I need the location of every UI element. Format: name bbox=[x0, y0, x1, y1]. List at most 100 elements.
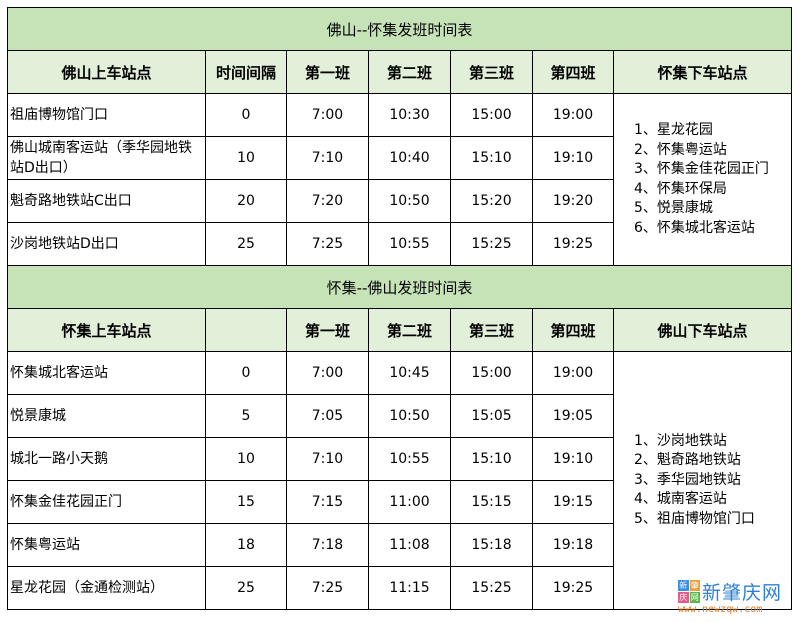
time-cell: 15:20 bbox=[450, 179, 533, 223]
drop-off-station: 1、沙岗地铁站 bbox=[634, 432, 727, 449]
station-cell: 怀集城北客运站 bbox=[7, 351, 206, 395]
column-header: 第三班 bbox=[450, 308, 533, 352]
time-cell: 10:55 bbox=[368, 437, 451, 481]
table-row: 祖庙博物馆门口 0 7:00 10:30 15:00 19:00 1、星龙花园 2、怀集粤运站… bbox=[7, 93, 793, 266]
time-cell: 19:25 bbox=[532, 566, 614, 610]
time-cell: 10:50 bbox=[368, 394, 451, 438]
drop-off-stations: 1、沙岗地铁站 2、魁奇路地铁站 3、季华园地铁站 4、城南客运站 5、祖庙博物馆门口 bbox=[612, 351, 793, 610]
time-cell: 10 bbox=[205, 437, 287, 481]
drop-off-station: 1、星龙花园 bbox=[634, 122, 713, 138]
drop-off-station: 2、魁奇路地铁站 bbox=[634, 452, 741, 469]
time-cell: 11:15 bbox=[368, 566, 451, 610]
time-cell: 11:00 bbox=[368, 480, 451, 524]
time-cell: 10:40 bbox=[368, 136, 451, 180]
column-header: 第四班 bbox=[532, 308, 614, 352]
time-cell: 0 bbox=[205, 93, 287, 137]
time-cell: 10:50 bbox=[368, 179, 451, 223]
column-header: 第二班 bbox=[368, 50, 451, 94]
time-cell: 11:08 bbox=[368, 523, 451, 567]
drop-off-station: 3、怀集金佳花园正门 bbox=[634, 161, 769, 177]
time-cell: 7:15 bbox=[286, 480, 369, 524]
station-cell: 星龙花园（金通检测站） bbox=[7, 566, 206, 610]
time-cell: 19:00 bbox=[532, 351, 614, 395]
column-header: 佛山上车站点 bbox=[7, 50, 206, 94]
station-cell: 怀集金佳花园正门 bbox=[7, 480, 206, 524]
time-cell: 5 bbox=[205, 394, 287, 438]
column-header: 第三班 bbox=[450, 50, 533, 94]
time-cell: 15:00 bbox=[450, 351, 533, 395]
column-header: 第一班 bbox=[286, 308, 369, 352]
station-cell: 悦景康城 bbox=[7, 394, 206, 438]
drop-off-station: 4、怀集环保局 bbox=[634, 180, 727, 197]
time-cell: 7:18 bbox=[286, 523, 369, 567]
table-row: 怀集粤运站 18 7:18 11:08 15:18 19:18 bbox=[7, 523, 792, 567]
drop-off-station: 3、季华园地铁站 bbox=[634, 471, 741, 488]
time-cell: 10:30 bbox=[368, 93, 451, 137]
time-cell: 15:25 bbox=[450, 222, 533, 266]
watermark-logo: 新肇庆网 新肇庆网 www.newzqw.com bbox=[678, 578, 793, 618]
station-cell: 怀集粤运站 bbox=[7, 523, 206, 567]
time-cell: 10:45 bbox=[368, 351, 451, 395]
time-cell: 15 bbox=[205, 480, 287, 524]
header-row: 佛山上车站点 时间间隔 第一班 第二班 第三班 第四班 怀集下车站点 bbox=[7, 50, 793, 94]
time-cell: 15:15 bbox=[450, 480, 533, 524]
column-header bbox=[205, 308, 287, 352]
column-header: 时间间隔 bbox=[205, 50, 287, 94]
time-cell: 18 bbox=[205, 523, 287, 567]
watermark-name: 新肇庆网 bbox=[702, 582, 783, 604]
station-cell: 城北一路小天鹅 bbox=[7, 437, 206, 481]
watermark-url: www.newzqw.com bbox=[678, 604, 763, 615]
time-cell: 19:25 bbox=[532, 222, 614, 266]
time-cell: 0 bbox=[205, 351, 287, 395]
time-cell: 19:05 bbox=[532, 394, 614, 438]
table-row: 城北一路小天鹅 10 7:10 10:55 15:10 19:10 bbox=[7, 437, 792, 481]
table-title: 怀集--佛山发班时间表 bbox=[6, 265, 793, 309]
table-title-row: 怀集--佛山发班时间表 bbox=[6, 265, 793, 309]
station-cell: 魁奇路地铁站C出口 bbox=[7, 179, 206, 223]
schedule-table: 佛山--怀集发班时间表 佛山上车站点 时间间隔 第一班 第二班 第三班 第四班 怀集下车站点祖… bbox=[6, 7, 793, 610]
time-cell: 7:00 bbox=[286, 351, 369, 395]
time-cell: 15:18 bbox=[450, 523, 533, 567]
column-header: 怀集上车站点 bbox=[7, 308, 206, 352]
table-row: 怀集城北客运站 0 7:00 10:45 15:00 19:00 1、沙岗地铁站 2、魁奇路地… bbox=[7, 351, 793, 610]
header-row: 怀集上车站点 第一班 第二班 第三班 第四班 佛山下车站点 bbox=[7, 308, 793, 352]
time-cell: 15:25 bbox=[450, 566, 533, 610]
time-cell: 7:10 bbox=[286, 437, 369, 481]
time-cell: 7:00 bbox=[286, 93, 369, 137]
station-cell: 佛山城南客运站（季华园地铁站D出口） bbox=[7, 136, 206, 180]
drop-off-station: 5、祖庙博物馆门口 bbox=[634, 510, 755, 527]
drop-off-station: 2、怀集粤运站 bbox=[634, 141, 727, 158]
column-header: 第四班 bbox=[532, 50, 614, 94]
drop-off-station: 4、城南客运站 bbox=[634, 491, 727, 508]
table-title: 佛山--怀集发班时间表 bbox=[6, 7, 793, 51]
drop-off-station: 5、悦景康城 bbox=[634, 200, 713, 216]
drop-off-station: 6、怀集城北客运站 bbox=[634, 219, 755, 236]
time-cell: 19:20 bbox=[532, 179, 614, 223]
time-cell: 7:25 bbox=[286, 222, 369, 266]
station-cell: 沙岗地铁站D出口 bbox=[7, 222, 206, 266]
time-cell: 7:05 bbox=[286, 394, 369, 438]
time-cell: 7:10 bbox=[286, 136, 369, 180]
time-cell: 7:25 bbox=[286, 566, 369, 610]
time-cell: 19:10 bbox=[532, 437, 614, 481]
column-header: 第一班 bbox=[286, 50, 369, 94]
time-cell: 19:15 bbox=[532, 480, 614, 524]
time-cell: 25 bbox=[205, 222, 287, 266]
station-cell: 祖庙博物馆门口 bbox=[7, 93, 206, 137]
table-row: 佛山城南客运站（季华园地铁站D出口） 10 7:10 10:40 15:10 19:10 bbox=[7, 136, 792, 180]
time-cell: 19:18 bbox=[532, 523, 614, 567]
time-cell: 7:20 bbox=[286, 179, 369, 223]
table-row: 星龙花园（金通检测站） 25 7:25 11:15 15:25 19:25 bbox=[7, 566, 792, 610]
table-row: 怀集金佳花园正门 15 7:15 11:00 15:15 19:15 bbox=[7, 480, 792, 524]
column-header: 佛山下车站点 bbox=[612, 308, 793, 352]
table-row: 魁奇路地铁站C出口 20 7:20 10:50 15:20 19:20 bbox=[7, 179, 792, 223]
time-cell: 19:10 bbox=[532, 136, 614, 180]
time-cell: 10 bbox=[205, 136, 287, 180]
drop-off-stations: 1、星龙花园 2、怀集粤运站 3、怀集金佳花园正门 4、怀集环保局 5、悦景康城 6、怀集… bbox=[612, 93, 793, 266]
time-cell: 15:10 bbox=[450, 437, 533, 481]
logo-icon: 新肇庆网 bbox=[678, 580, 700, 603]
time-cell: 15:10 bbox=[450, 136, 533, 180]
time-cell: 15:00 bbox=[450, 93, 533, 137]
time-cell: 25 bbox=[205, 566, 287, 610]
column-header: 第二班 bbox=[368, 308, 451, 352]
